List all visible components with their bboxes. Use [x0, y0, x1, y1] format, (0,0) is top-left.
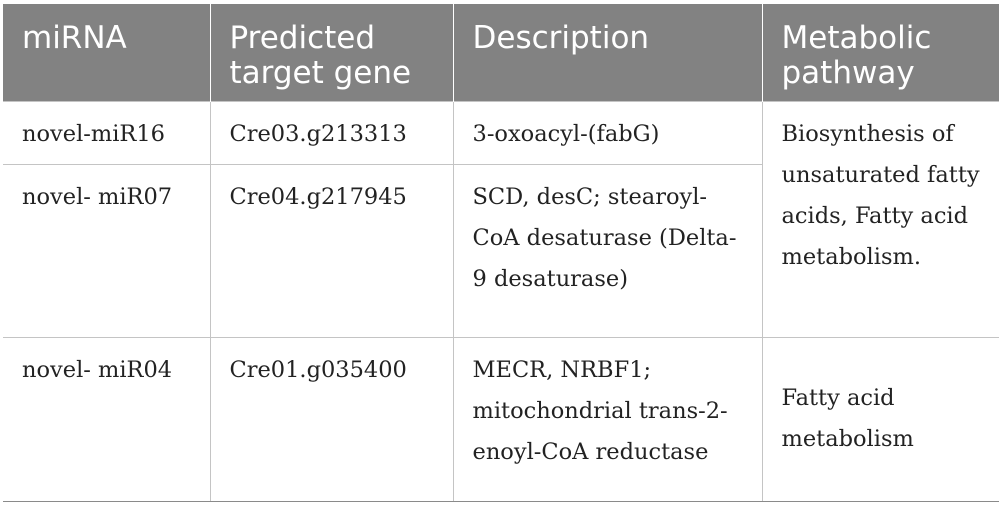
- header-metabolic-pathway: Metabolic pathway: [762, 4, 999, 102]
- table-header: miRNA Predicted target gene Description …: [3, 4, 999, 102]
- description-cell: 3-oxoacyl-(fabG): [452, 100, 763, 166]
- mirna-cell: novel-miR16: [3, 100, 211, 166]
- table-row: novel- miR04 Cre01.g035400 MECR, NRBF1; …: [3, 336, 999, 503]
- mirna-cell: novel- miR07: [3, 164, 211, 338]
- mirna-target-table: miRNA Predicted target gene Description …: [3, 4, 999, 503]
- pathway-cell: Biosynthesis of unsaturated fatty acids,…: [761, 101, 999, 338]
- pathway-cell: Fatty acid metabolism: [761, 336, 999, 503]
- header-row: miRNA Predicted target gene Description …: [3, 4, 999, 102]
- table-row: novel-miR16 Cre03.g213313 3-oxoacyl-(fab…: [3, 100, 999, 338]
- target-gene-cell: Cre01.g035400: [209, 336, 454, 503]
- description-cell: SCD, desC; stearoyl-CoA desaturase (Delt…: [452, 164, 762, 338]
- header-predicted-target-gene: Predicted target gene: [210, 4, 454, 102]
- table-body: novel-miR16 Cre03.g213313 3-oxoacyl-(fab…: [3, 100, 999, 503]
- description-cell: MECR, NRBF1; mitochondrial trans-2-enoyl…: [452, 336, 763, 503]
- target-gene-cell: Cre03.g213313: [209, 100, 454, 166]
- header-mirna: miRNA: [3, 4, 211, 102]
- header-description: Description: [453, 4, 763, 102]
- mirna-cell: novel- miR04: [3, 336, 211, 503]
- table-row: novel- miR07 Cre04.g217945 SCD, desC; st…: [3, 164, 999, 338]
- target-gene-cell: Cre04.g217945: [209, 164, 454, 338]
